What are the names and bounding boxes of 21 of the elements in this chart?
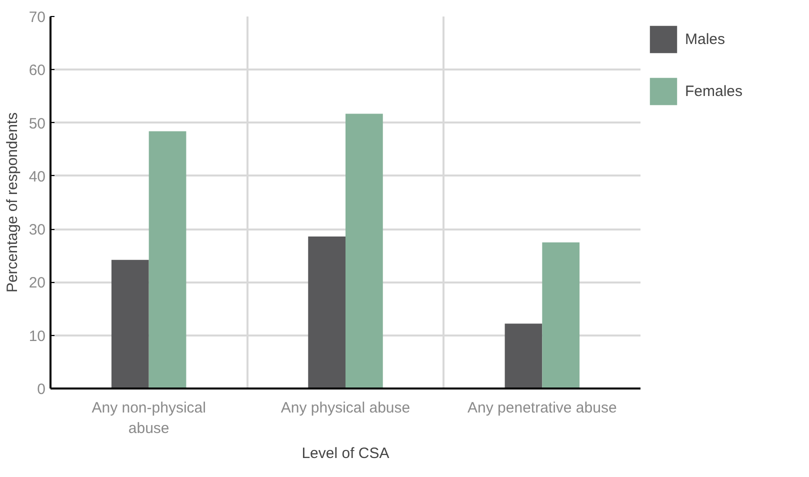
y-tick-label: 50 [28, 115, 46, 132]
bar [346, 114, 383, 388]
x-tick-label: Any non-physical abuse [92, 400, 206, 437]
y-tick-label: 20 [28, 274, 46, 292]
y-tick-label: 60 [28, 62, 46, 80]
legend-label: Males [685, 30, 726, 48]
y-tick-label: 30 [28, 222, 46, 239]
bar [148, 131, 186, 388]
y-tick-label: 10 [28, 328, 46, 345]
bar [308, 236, 346, 388]
legend-label: Females [685, 82, 743, 100]
bar [504, 324, 542, 388]
x-tick-label: Any physical abuse [280, 400, 410, 416]
y-tick-label: 0 [37, 381, 46, 398]
y-tick-label: 70 [28, 9, 46, 26]
x-axis-title: Level of CSA [302, 444, 390, 462]
bar [111, 260, 149, 388]
y-tick-label: 40 [28, 168, 46, 186]
y-axis-title: Percentage of respondents [4, 112, 21, 293]
bar [542, 242, 580, 388]
x-tick-label: Any penetrative abuse [468, 400, 617, 416]
